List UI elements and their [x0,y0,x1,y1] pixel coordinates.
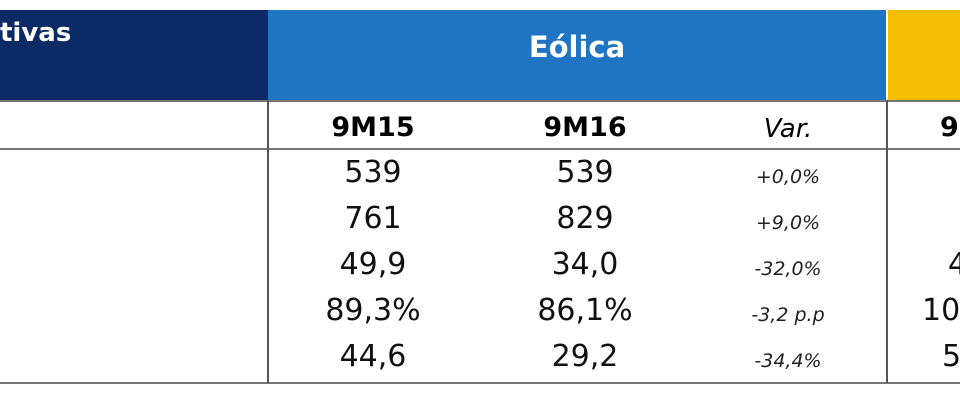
row-2-9m15: 761 [344,201,402,236]
row-4-9m15: 89,3% [325,293,421,328]
row-1-var: +0,0% [755,166,821,188]
row-1-9m15: 539 [344,155,402,190]
row-4-next-partial: 10 [922,293,960,328]
row-5-9m15: 44,6 [339,339,407,374]
row-2-var: +9,0% [755,212,821,234]
row-5-9m16: 29,2 [551,339,619,374]
left-header-band [0,10,268,100]
eolica-header-title: Eólica [528,30,626,64]
row-2-9m16: 829 [556,201,614,236]
table-bottom-rule [0,382,960,384]
row-5-next-partial: 5 [942,339,960,374]
next-group-header-band [888,10,960,100]
row-1-9m16: 539 [556,155,614,190]
eolica-header-band [268,10,886,100]
right-column-divider [886,100,888,383]
column-header-9m16: 9M16 [543,112,627,143]
left-column-divider [267,100,269,383]
row-5-var: -34,4% [754,350,822,372]
row-3-next-partial: 4 [948,247,960,282]
column-header-9m15: 9M15 [331,112,415,143]
header-bottom-rule [0,100,960,102]
row-4-9m16: 86,1% [537,293,633,328]
row-3-var: -32,0% [754,258,822,280]
left-header-title: tivas [0,18,72,48]
row-4-var: -3,2 p.p [751,304,825,326]
column-header-bottom-rule [0,148,960,150]
column-header-var: Var. [763,114,813,144]
row-3-9m15: 49,9 [339,247,407,282]
column-header-next-partial: 9 [940,112,959,143]
row-3-9m16: 34,0 [551,247,619,282]
